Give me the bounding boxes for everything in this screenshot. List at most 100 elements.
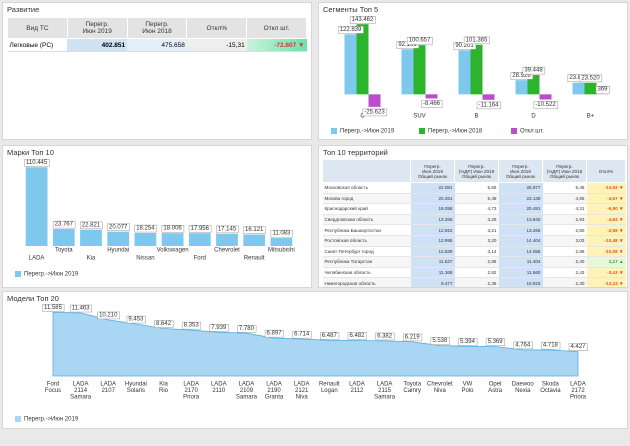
table-cell: 4,86 xyxy=(542,193,587,205)
x-tick-label: Renault xyxy=(244,256,265,262)
legend-swatch xyxy=(331,128,337,134)
value-label: -8.466 xyxy=(423,101,441,107)
label-box xyxy=(541,341,561,350)
label-box xyxy=(126,315,146,324)
x-tick-label: Toyota xyxy=(55,248,73,254)
table-cell: 19.058 xyxy=(410,203,455,215)
bar xyxy=(107,231,130,246)
table-row: Нижегородская область 9.477 2,35 10.923 2,30… xyxy=(322,277,626,287)
label-box xyxy=(463,36,490,45)
bar xyxy=(572,82,585,95)
header-cell: Перегр. Июн 2018 Общий рынок xyxy=(498,159,543,183)
label-box xyxy=(270,229,293,238)
table-cell: 2,86 xyxy=(454,256,499,268)
bar xyxy=(458,50,471,95)
table-cell: 13.265 xyxy=(498,224,543,236)
x-tick-label: Samara xyxy=(236,395,258,401)
table-cell: 12.639 xyxy=(410,246,455,258)
x-tick-label: Nissan xyxy=(136,256,154,262)
chart: FordFocusLADA2114SamaraLADA2107HyundaiSo… xyxy=(15,304,588,423)
value-label: 7.780 xyxy=(239,326,255,332)
value-label: 16.121 xyxy=(245,227,264,233)
table-cell: 5,48 xyxy=(454,193,499,205)
table-cell: Нижегородская область xyxy=(322,277,411,287)
bar xyxy=(80,229,102,246)
table-cell: 3,03 xyxy=(542,235,587,247)
table-cell: 20.261 xyxy=(410,193,455,205)
label-box xyxy=(362,108,388,117)
label-box xyxy=(52,220,76,229)
value-label: -25.623 xyxy=(364,109,385,115)
table-cell: 25.977 xyxy=(498,182,543,194)
x-tick-label: Skoda xyxy=(542,382,560,388)
value-label: -10.522 xyxy=(535,102,556,108)
table-cell: 4,31 xyxy=(542,203,587,215)
bar xyxy=(243,234,266,246)
label-box xyxy=(568,343,588,351)
x-tick-label: 2121 xyxy=(295,388,309,394)
x-tick-label: Kia xyxy=(87,256,96,262)
bar xyxy=(515,80,528,95)
label-box xyxy=(402,333,423,342)
x-tick-label: Niva xyxy=(296,395,309,401)
table-cell: 1,17 xyxy=(586,256,626,268)
bar xyxy=(584,82,597,95)
table-cell: -10,48 xyxy=(586,235,626,247)
table-cell: 14.404 xyxy=(498,235,543,247)
legend-label: Перегр.->Июн 2019 xyxy=(24,417,79,423)
value-label: 369 xyxy=(597,87,608,93)
x-tick-label: LADA xyxy=(183,382,199,388)
label-box xyxy=(375,332,395,341)
value-label: 4.718 xyxy=(543,343,559,349)
table-cell: 475.658 xyxy=(127,38,187,52)
table-row: Республика Татарстан 11.527 2,86 11.404 2,40… xyxy=(322,256,626,268)
value-label: 17.145 xyxy=(218,226,237,232)
x-tick-label: LADA xyxy=(570,382,586,388)
table-cell: -6,90 xyxy=(586,203,626,215)
value-label: 20.077 xyxy=(109,224,128,230)
table-cell: 11.527 xyxy=(410,256,455,268)
label-box xyxy=(42,304,65,312)
x-tick-label: Octavia xyxy=(540,388,561,394)
table-cell: 11.404 xyxy=(498,256,543,268)
value-label: 8.353 xyxy=(184,323,200,329)
table-cell: Московская область xyxy=(322,182,411,194)
x-tick-label: Ford xyxy=(194,256,206,262)
value-label: 6.487 xyxy=(322,333,338,339)
value-label: 101.365 xyxy=(466,37,488,43)
table-row: Краснодарский край 19.058 4,73 20.481 4,31 -6… xyxy=(322,203,626,215)
value-label: -11.164 xyxy=(479,102,500,108)
x-tick-label: Chevrolet xyxy=(214,248,240,254)
value-label: 11.083 xyxy=(272,231,291,237)
table-cell: 12.922 xyxy=(410,224,455,236)
label-box xyxy=(243,226,266,234)
x-tick-label: Mitsubishi xyxy=(268,248,295,254)
x-tick-label: Polo xyxy=(461,388,474,394)
label-box xyxy=(264,329,284,338)
table-cell: Ростовская область xyxy=(322,235,411,247)
table-cell: 5,46 xyxy=(542,182,587,194)
label-box xyxy=(134,224,157,233)
panel-segments: C SUV B D B+ 122.839 92.191 90.201 28.926 23.889 1… xyxy=(318,2,628,140)
x-tick-label: 2107 xyxy=(102,388,116,394)
header-cell: Откл% xyxy=(186,17,248,39)
value-label: 4.764 xyxy=(515,342,531,348)
value-label: 10.210 xyxy=(99,312,118,318)
x-tick-label: 2110 xyxy=(212,388,226,394)
table-cell: 9.477 xyxy=(410,277,455,287)
x-tick-label: VW xyxy=(463,382,473,388)
label-box xyxy=(337,26,364,34)
label-box xyxy=(320,332,340,340)
bar xyxy=(188,233,211,246)
value-label: 23.520 xyxy=(581,75,600,81)
bar xyxy=(539,94,552,100)
x-tick-label: LADA xyxy=(377,382,393,388)
header-cell: Перегр. Июн 2018 xyxy=(126,17,188,39)
x-tick-label: Hyundai xyxy=(125,382,147,388)
value-label: 5.538 xyxy=(432,338,448,344)
label-box xyxy=(161,224,185,233)
bar xyxy=(356,24,369,95)
table-cell: Челябинская область xyxy=(322,267,411,279)
panel-title: Топ 10 территорий xyxy=(323,148,388,157)
